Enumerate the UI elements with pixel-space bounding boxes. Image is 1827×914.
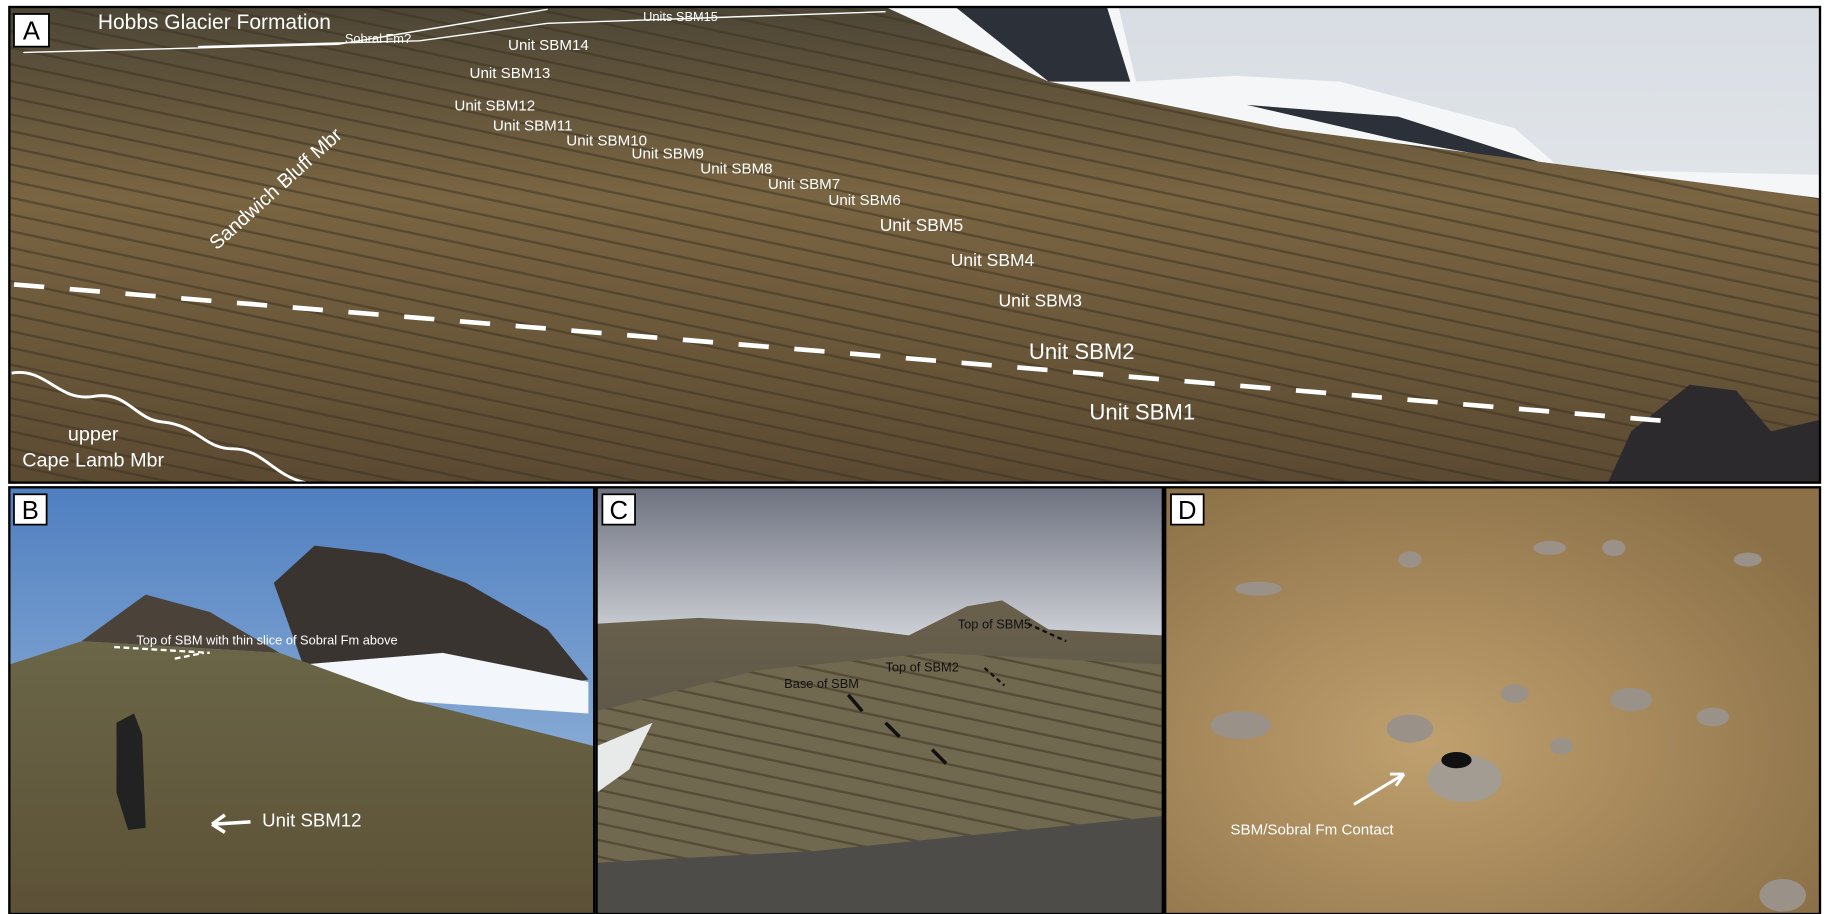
panel-letter-box	[1170, 493, 1205, 526]
member-label: Cape Lamb Mbr	[22, 449, 164, 471]
unit-label: Sobral Fm?	[345, 31, 411, 46]
unit-label: Unit SBM5	[880, 215, 963, 235]
pebbles	[1210, 539, 1807, 912]
panel-letter: A	[23, 18, 41, 46]
panel-letter-box	[13, 13, 50, 48]
panel-letter-box	[601, 493, 636, 526]
unit-label: Unit SBM6	[828, 192, 900, 209]
bedding	[596, 652, 1163, 863]
annotation: Top of SBM5	[958, 616, 1031, 631]
ground	[9, 641, 595, 914]
lens-cap	[1441, 751, 1472, 769]
formation-label: Hobbs Glacier Formation	[98, 11, 331, 34]
panel-d: D SBM/Sobral Fm Contact	[1165, 487, 1821, 914]
panel-letter: C	[609, 497, 628, 525]
unit-label: Unit SBM11	[493, 118, 573, 135]
unit-label: Unit SBM8	[700, 161, 772, 178]
unit-label: Unit SBM9	[632, 146, 704, 163]
member-label: upper	[68, 424, 119, 446]
panel-letter: B	[22, 497, 39, 525]
unit-label: Unit SBM2	[1029, 339, 1135, 364]
ground	[1165, 487, 1821, 914]
contact-line	[23, 8, 886, 54]
unit-label: Unit SBM4	[951, 250, 1035, 270]
unit-label: Unit SBM12	[454, 98, 535, 115]
unit-label: Unit SBM13	[470, 65, 551, 82]
unit-label: Units SBM15	[643, 9, 718, 24]
rock	[1427, 755, 1502, 803]
wavy-contact	[11, 370, 306, 485]
annotation: Top of SBM2	[886, 660, 959, 675]
scree	[596, 816, 1163, 914]
panel-b: B Top of SBM with thin slice of Sobral F…	[9, 487, 595, 914]
arrow	[211, 813, 251, 834]
panel-letter: D	[1178, 497, 1197, 525]
person	[116, 713, 146, 831]
unit-label: Unit SBM7	[768, 176, 840, 193]
panel-borders	[8, 5, 1822, 914]
annotation: SBM/Sobral Fm Contact	[1230, 822, 1394, 839]
panel-c: C Top of SBM5 Top of SBM2 Base of SBM	[596, 487, 1163, 914]
cliff	[955, 6, 1562, 170]
snow	[302, 652, 589, 714]
bedding	[9, 6, 1821, 483]
rocks	[1607, 384, 1821, 483]
peak	[81, 594, 280, 653]
arrow	[846, 693, 948, 765]
snow	[596, 722, 653, 793]
arrow	[114, 645, 210, 660]
panel-letter-box	[13, 493, 48, 526]
panel-a: A Hobbs Glacier Formation Sobral Fm? Uni…	[9, 6, 1821, 485]
unit-label: Unit SBM3	[999, 291, 1082, 311]
annotation: Unit SBM12	[262, 810, 361, 831]
unit-label: Unit SBM14	[508, 37, 589, 54]
arrow	[983, 622, 1067, 687]
annotation: Top of SBM with thin slice of Sobral Fm …	[136, 633, 397, 648]
annotation: Base of SBM	[784, 676, 859, 691]
unit-label: Unit SBM10	[566, 133, 647, 150]
arrow	[1353, 772, 1406, 806]
unit-label: Unit SBM1	[1089, 400, 1195, 425]
